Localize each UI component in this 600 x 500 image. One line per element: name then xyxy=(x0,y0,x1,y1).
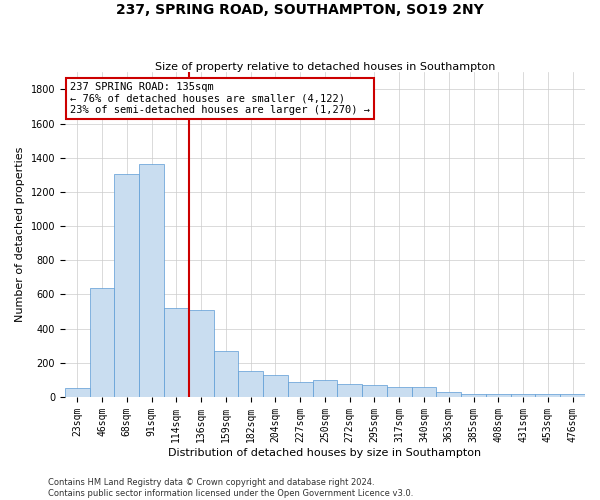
Bar xyxy=(486,394,511,397)
Text: 237 SPRING ROAD: 135sqm
← 76% of detached houses are smaller (4,122)
23% of semi: 237 SPRING ROAD: 135sqm ← 76% of detache… xyxy=(70,82,370,115)
Bar xyxy=(89,288,115,397)
Bar xyxy=(313,380,337,397)
Bar xyxy=(362,385,387,397)
Bar xyxy=(560,394,585,397)
Text: Contains HM Land Registry data © Crown copyright and database right 2024.
Contai: Contains HM Land Registry data © Crown c… xyxy=(48,478,413,498)
Bar xyxy=(535,394,560,397)
Bar xyxy=(164,308,189,397)
Bar xyxy=(387,386,412,397)
Bar xyxy=(412,386,436,397)
Bar xyxy=(263,375,288,397)
Bar xyxy=(189,310,214,397)
Bar xyxy=(115,174,139,397)
X-axis label: Distribution of detached houses by size in Southampton: Distribution of detached houses by size … xyxy=(169,448,482,458)
Bar xyxy=(139,164,164,397)
Bar xyxy=(288,382,313,397)
Bar xyxy=(511,394,535,397)
Bar xyxy=(214,351,238,397)
Bar xyxy=(238,372,263,397)
Bar xyxy=(461,394,486,397)
Bar xyxy=(436,392,461,397)
Bar xyxy=(337,384,362,397)
Text: 237, SPRING ROAD, SOUTHAMPTON, SO19 2NY: 237, SPRING ROAD, SOUTHAMPTON, SO19 2NY xyxy=(116,2,484,16)
Y-axis label: Number of detached properties: Number of detached properties xyxy=(15,147,25,322)
Bar xyxy=(65,388,89,397)
Title: Size of property relative to detached houses in Southampton: Size of property relative to detached ho… xyxy=(155,62,495,72)
